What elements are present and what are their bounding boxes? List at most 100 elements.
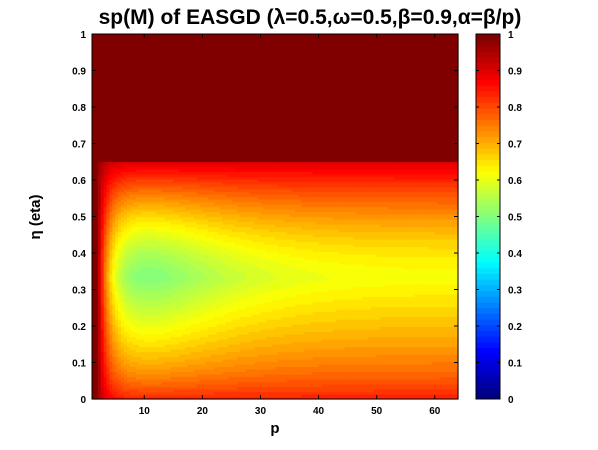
heatmap-cell [132,309,137,313]
heatmap-cell [115,136,119,140]
heatmap-cell [94,146,99,150]
heatmap-cell [92,151,96,155]
heatmap-cell [126,251,131,255]
heatmap-cell [97,199,102,203]
heatmap-cell [126,321,131,325]
heatmap-cell [103,261,108,265]
heatmap-cell [97,49,102,53]
heatmap-cell [106,266,111,270]
heatmap-cell [112,164,116,168]
heatmap-cell [100,111,105,115]
heatmap-cell [129,376,134,380]
heatmap-cell [123,69,128,73]
heatmap-cell [112,126,116,130]
heatmap-cell [123,171,128,175]
heatmap-cell [92,194,96,198]
heatmap-cell [94,236,99,240]
heatmap-cell [92,279,96,283]
heatmap-cell [103,59,108,63]
heatmap-cell [115,151,119,155]
heatmap-cell [106,191,111,195]
heatmap-cell [94,174,99,178]
heatmap-cell [118,179,122,183]
heatmap-cell [109,209,113,213]
heatmap-cell [129,41,134,45]
heatmap-cell [126,371,131,375]
heatmap-cell [100,241,105,245]
heatmap-cell [109,296,113,300]
heatmap-cell [103,266,108,270]
heatmap-cell [129,66,134,70]
heatmap-cell [112,374,116,378]
heatmap-cell [112,196,116,200]
heatmap-cell [121,279,125,283]
heatmap-cell [132,391,137,395]
heatmap-cell [106,216,111,220]
heatmap-cell [121,196,125,200]
heatmap-cell [118,54,122,58]
heatmap-cell [129,184,134,188]
heatmap-cell [115,161,119,165]
heatmap-cell [118,189,122,193]
heatmap-cell [115,384,119,388]
heatmap-cell [112,89,116,93]
heatmap-cell [106,81,111,85]
heatmap-cell [115,171,119,175]
heatmap-cell [115,179,119,183]
heatmap-cell [126,144,131,148]
heatmap-cell [97,239,102,243]
heatmap-cell [118,86,122,90]
heatmap-cell [115,266,119,270]
heatmap-cell [129,194,134,198]
heatmap-cell [126,74,131,78]
heatmap-cell [97,314,102,318]
heatmap-cell [92,389,96,393]
heatmap-cell [103,344,108,348]
heatmap-cell [100,224,105,228]
heatmap-cell [109,141,113,145]
heatmap-cell [94,94,99,98]
heatmap-cell [115,109,119,113]
heatmap-cell [106,321,111,325]
heatmap-cell [97,81,102,85]
heatmap-cell [126,161,131,165]
heatmap-cell [121,201,125,205]
heatmap-cell [103,306,108,310]
heatmap-cell [109,386,113,390]
heatmap-cell [115,164,119,168]
heatmap-cell [115,216,119,220]
heatmap-cell [94,244,99,248]
heatmap-cell [118,89,122,93]
heatmap-cell [123,131,128,135]
heatmap-cell [126,34,131,38]
heatmap-cell [94,286,99,290]
heatmap-cell [129,69,134,73]
heatmap-cell [126,76,131,80]
heatmap-cell [94,119,99,123]
heatmap-cell [103,246,108,250]
heatmap-cell [92,334,96,338]
heatmap-cell [92,161,96,165]
heatmap-cell [97,129,102,133]
heatmap-cell [109,379,113,383]
heatmap-cell [121,364,125,368]
heatmap-cell [121,346,125,350]
heatmap-cell [115,276,119,280]
heatmap-cell [126,294,131,298]
heatmap-cell [112,384,116,388]
heatmap-cell [123,366,128,370]
heatmap-cell [129,96,134,100]
heatmap-cell [106,129,111,133]
heatmap-cell [103,269,108,273]
heatmap-cell [97,64,102,68]
heatmap-cell [100,389,105,393]
heatmap-cell [129,359,134,363]
heatmap-cell [115,69,119,73]
heatmap-cell [106,246,111,250]
heatmap-cell [126,109,131,113]
heatmap-cell [94,196,99,200]
heatmap-cell [118,239,122,243]
heatmap-cell [118,106,122,110]
heatmap-cell [106,331,111,335]
heatmap-cell [94,261,99,265]
